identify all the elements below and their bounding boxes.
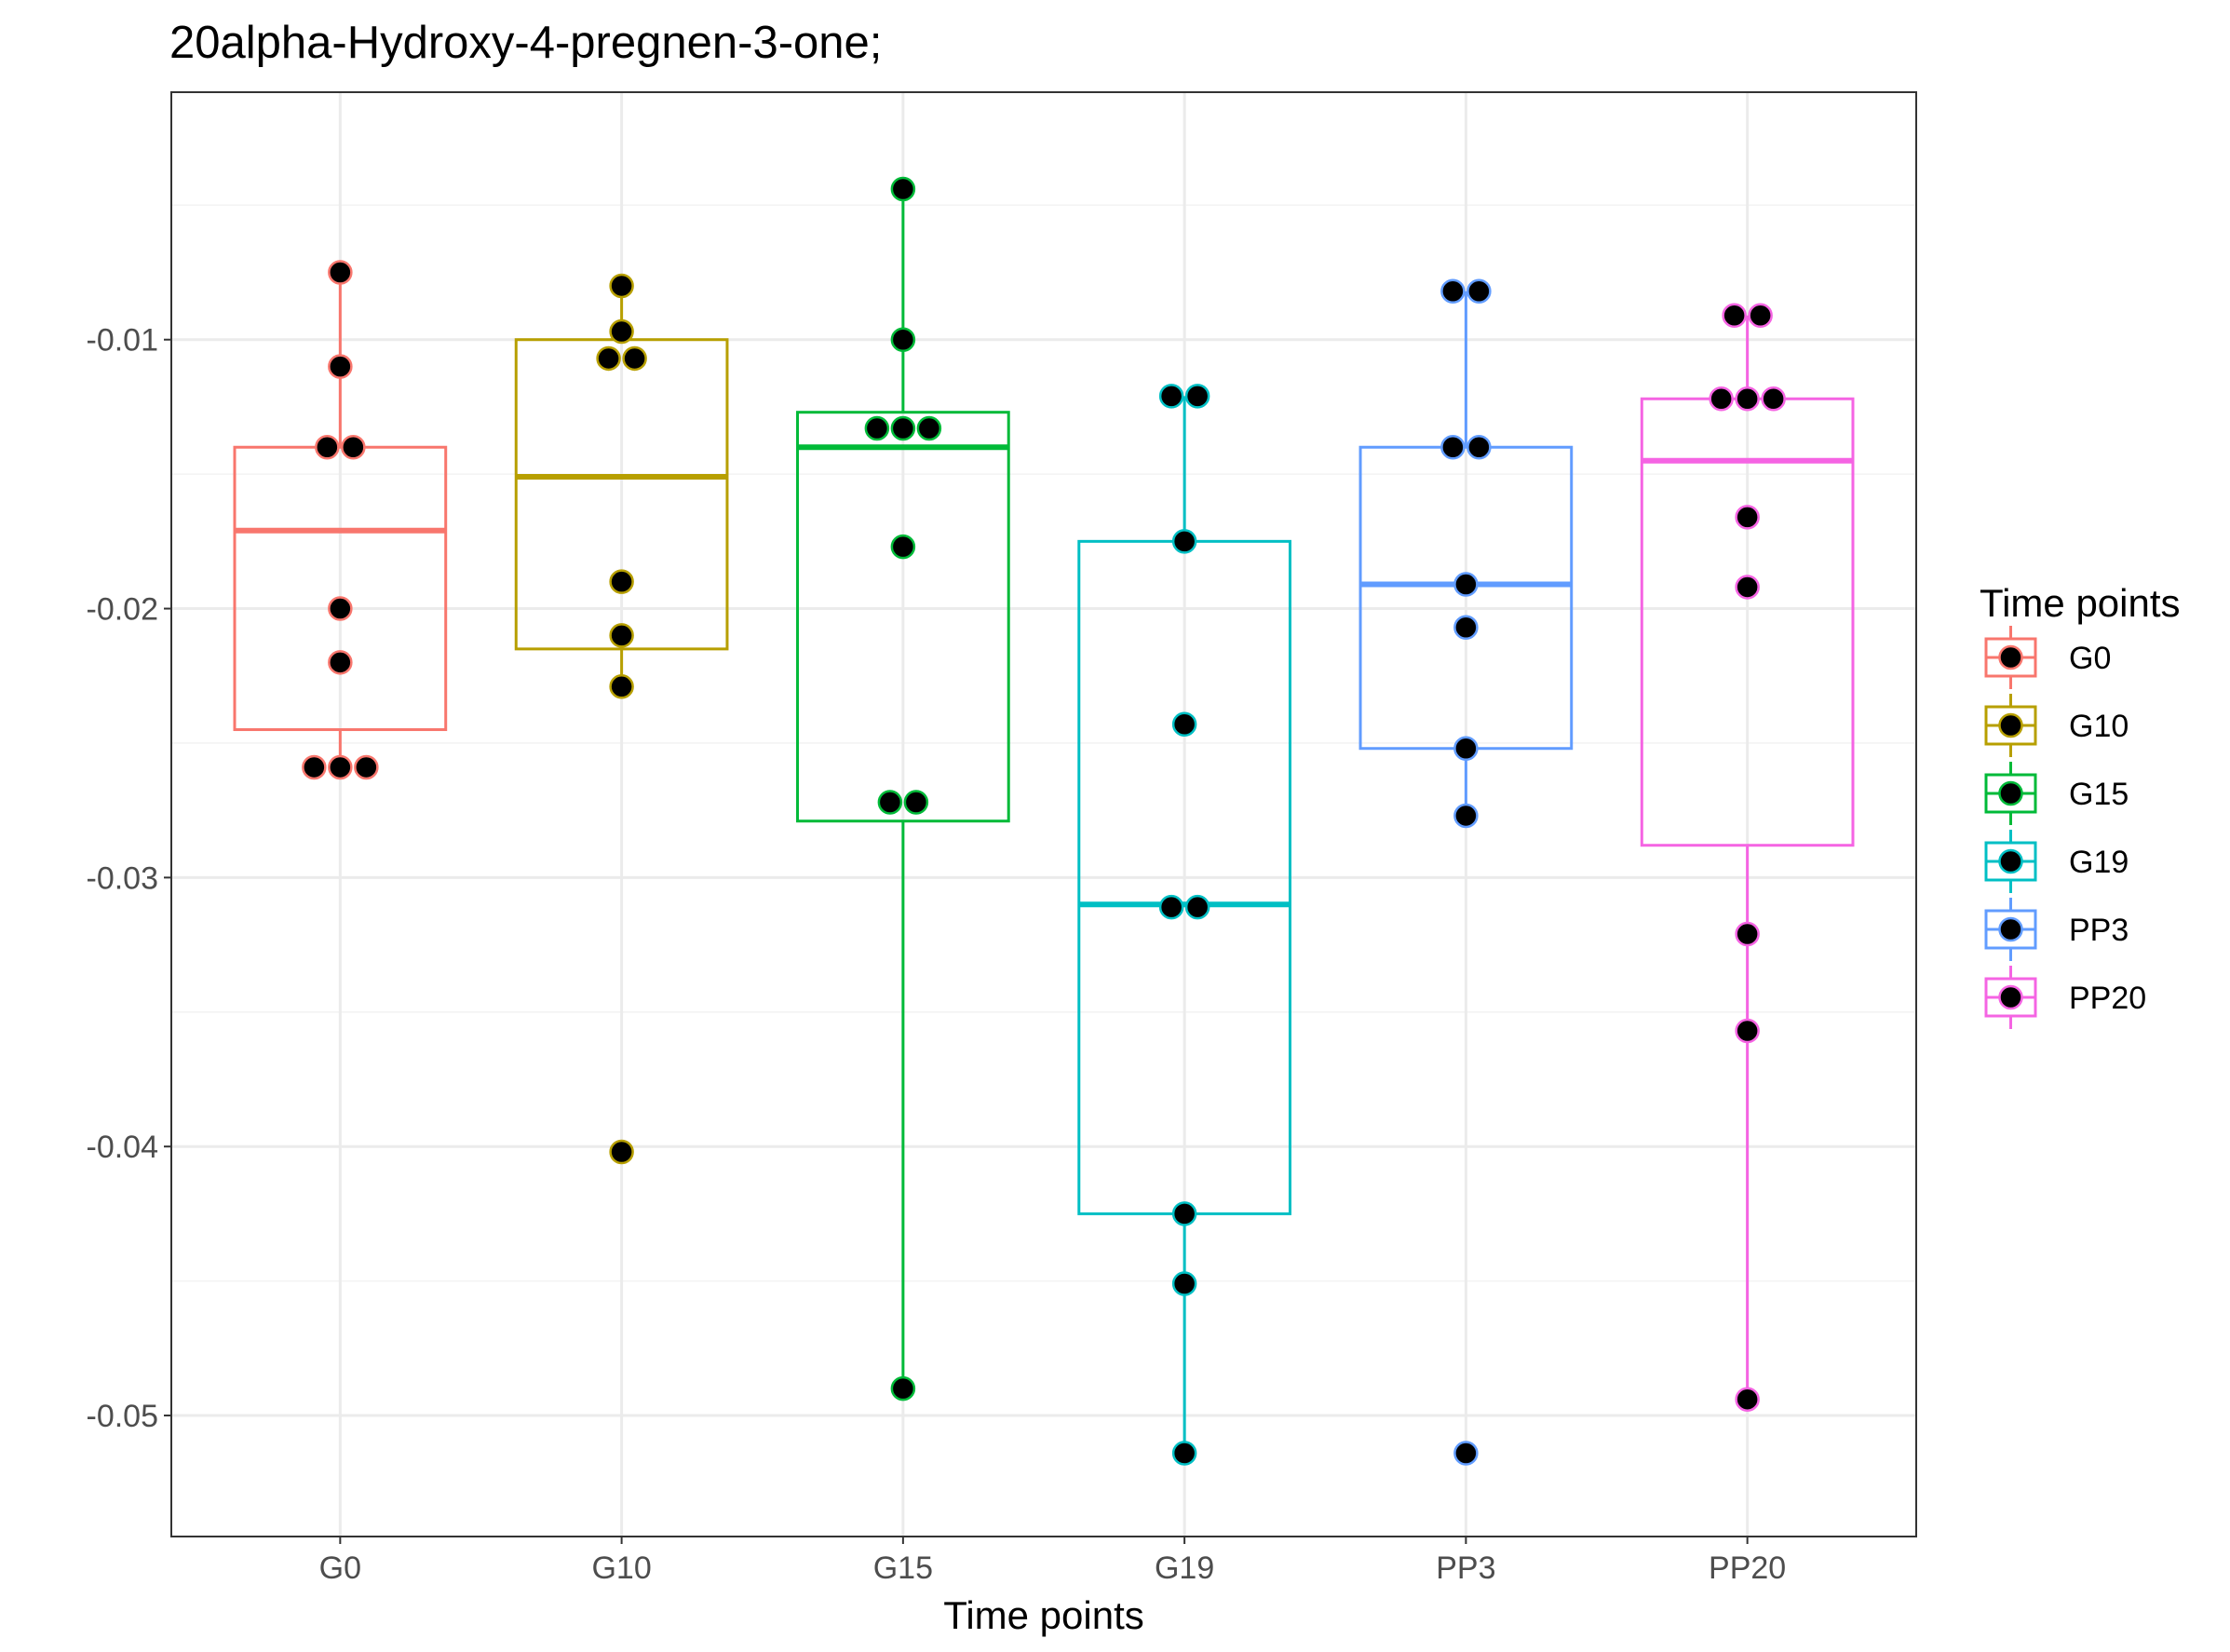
legend: Time points G0 G10 G15 G19 PP3 PP20 <box>1980 581 2181 1029</box>
point-PP20 <box>1748 303 1773 328</box>
y-tick-label: -0.03 <box>87 860 159 896</box>
data-points <box>302 176 1786 1466</box>
point-PP20 <box>1761 386 1786 412</box>
legend-key-point <box>1998 848 2023 874</box>
point-G0 <box>354 754 379 780</box>
legend-label-G19: G19 <box>2069 845 2129 880</box>
point-G19 <box>1171 1441 1197 1466</box>
point-PP3 <box>1453 736 1479 761</box>
point-PP20 <box>1709 386 1734 412</box>
x-axis: G0 G10 G15 G19 PP3 PP20 <box>319 1537 1786 1586</box>
legend-title: Time points <box>1980 581 2181 625</box>
legend-label-G0: G0 <box>2069 641 2111 676</box>
legend-label-PP20: PP20 <box>2069 981 2146 1016</box>
point-G10 <box>609 273 634 299</box>
point-G0 <box>328 650 353 675</box>
point-G19 <box>1184 894 1210 920</box>
grid-lines <box>171 92 1916 1537</box>
point-G19 <box>1184 384 1210 409</box>
iqr-box <box>233 445 448 732</box>
chart-title: 20alpha-Hydroxy-4-pregnen-3-one; <box>169 18 882 68</box>
point-G15 <box>903 790 929 815</box>
point-G0 <box>328 754 353 780</box>
legend-key-point <box>1998 984 2023 1010</box>
point-PP20 <box>1735 386 1760 412</box>
point-PP3 <box>1453 615 1479 641</box>
iqr-box <box>796 411 1010 823</box>
point-G0 <box>328 596 353 621</box>
point-G10 <box>622 345 647 372</box>
point-PP20 <box>1735 1018 1760 1044</box>
legend-key-G15 <box>1984 762 2037 825</box>
point-G10 <box>596 345 621 372</box>
point-G15 <box>890 176 916 202</box>
point-PP20 <box>1722 303 1747 328</box>
y-tick-label: -0.05 <box>87 1399 159 1434</box>
point-PP3 <box>1440 435 1466 460</box>
point-G19 <box>1158 894 1184 920</box>
point-G15 <box>877 790 903 815</box>
y-tick-label: -0.02 <box>87 592 159 628</box>
point-PP3 <box>1466 278 1492 304</box>
point-G15 <box>916 415 942 441</box>
point-G19 <box>1171 1201 1197 1226</box>
legend-key-point <box>1998 916 2023 942</box>
x-tick-label: PP20 <box>1709 1550 1786 1586</box>
point-PP3 <box>1453 1441 1479 1466</box>
legend-key-PP20 <box>1984 966 2037 1029</box>
point-G0 <box>315 435 340 460</box>
legend-label-PP3: PP3 <box>2069 913 2129 948</box>
legend-key-G10 <box>1984 694 2037 757</box>
legend-key-G0 <box>1984 626 2037 689</box>
point-G19 <box>1171 711 1197 737</box>
point-G15 <box>890 327 916 352</box>
point-PP20 <box>1735 921 1760 947</box>
point-PP20 <box>1735 1387 1760 1412</box>
legend-key-point <box>1998 644 2023 670</box>
point-G10 <box>609 674 634 699</box>
point-G15 <box>864 415 890 441</box>
legend-label-G10: G10 <box>2069 709 2129 744</box>
point-PP3 <box>1453 572 1479 597</box>
legend-key-point <box>1998 780 2023 806</box>
point-PP3 <box>1466 435 1492 460</box>
legend-key-PP3 <box>1984 898 2037 961</box>
point-PP20 <box>1735 575 1760 600</box>
point-G10 <box>609 1139 634 1165</box>
point-G15 <box>890 534 916 560</box>
x-tick-label: G19 <box>1155 1550 1214 1586</box>
point-G19 <box>1158 384 1184 409</box>
point-G15 <box>890 1375 916 1401</box>
point-G10 <box>609 318 634 345</box>
point-PP3 <box>1440 278 1466 304</box>
point-PP20 <box>1735 505 1760 530</box>
point-G0 <box>328 354 353 379</box>
point-G0 <box>328 260 353 285</box>
point-G19 <box>1171 529 1197 554</box>
x-tick-label: PP3 <box>1436 1550 1495 1586</box>
legend-key-point <box>1998 712 2023 738</box>
point-G0 <box>302 754 327 780</box>
legend-key-G19 <box>1984 830 2037 893</box>
y-tick-label: -0.01 <box>87 323 159 359</box>
box-G15 <box>796 188 1010 1389</box>
point-PP3 <box>1453 803 1479 829</box>
boxes <box>233 188 1855 1454</box>
x-tick-label: G10 <box>591 1550 651 1586</box>
x-axis-title: Time points <box>943 1593 1144 1637</box>
plot-panel-border <box>170 91 1917 1537</box>
point-G10 <box>609 569 634 594</box>
y-axis: -0.01 -0.02 -0.03 -0.04 -0.05 <box>87 323 171 1434</box>
y-tick-label: -0.04 <box>87 1130 159 1165</box>
point-G10 <box>609 623 634 648</box>
legend-label-G15: G15 <box>2069 777 2129 812</box>
point-G19 <box>1171 1271 1197 1296</box>
x-tick-label: G0 <box>319 1550 361 1586</box>
point-G0 <box>341 435 366 460</box>
point-G15 <box>890 415 916 441</box>
x-tick-label: G15 <box>873 1550 933 1586</box>
